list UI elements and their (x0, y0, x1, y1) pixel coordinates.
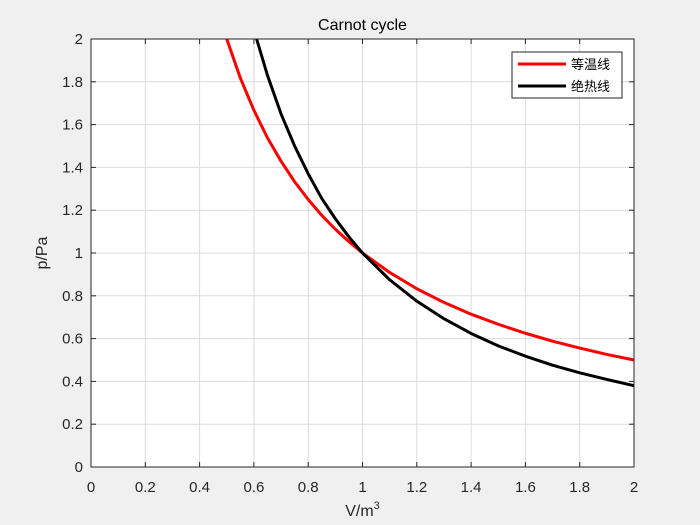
y-tick-label: 0.6 (62, 331, 83, 348)
y-tick-label: 1.6 (62, 117, 83, 134)
legend: 等温线 绝热线 (511, 51, 623, 99)
x-tick-label: 0.4 (189, 479, 210, 496)
x-tick-label: 1.4 (461, 479, 482, 496)
chart-title: Carnot cycle (318, 17, 407, 34)
y-axis-label: p/Pa (34, 236, 51, 269)
y-tick-label: 1.8 (62, 74, 83, 91)
y-tick-label: 0.2 (62, 416, 83, 433)
x-tick-label: 1.8 (569, 479, 590, 496)
series-layer (225, 38, 635, 388)
legend-label-adiabat: 绝热线 (571, 79, 610, 95)
series-line-adiabat (255, 38, 635, 388)
y-tick-label: 1.4 (62, 159, 83, 176)
x-axis-label-base: V/m (345, 503, 373, 520)
x-tick-label: 1 (358, 479, 366, 496)
ticks: 0 0.2 0.4 0.6 0.8 1 1.2 1.4 1.6 1.8 2 0 0.2 0.4 0.6 0.8… (62, 31, 638, 496)
x-tick-label: 2 (630, 479, 638, 496)
x-tick-label: 0.2 (135, 479, 156, 496)
x-tick-label: 0.8 (298, 479, 319, 496)
x-tick-label: 0 (87, 479, 95, 496)
y-tick-label: 0.4 (62, 373, 83, 390)
x-axis-label: V/m3 (345, 500, 380, 520)
y-tick-label: 0 (75, 459, 83, 476)
y-tick-label: 1 (75, 245, 83, 262)
y-tick-label: 0.8 (62, 288, 83, 305)
legend-box (511, 51, 623, 99)
x-axis-label-superscript: 3 (374, 500, 380, 512)
legend-label-isotherm: 等温线 (571, 57, 610, 73)
y-tick-label: 2 (75, 31, 83, 48)
x-tick-label: 1.6 (515, 479, 536, 496)
x-tick-label: 1.2 (406, 479, 427, 496)
y-tick-label: 1.2 (62, 202, 83, 219)
x-tick-label: 0.6 (243, 479, 264, 496)
